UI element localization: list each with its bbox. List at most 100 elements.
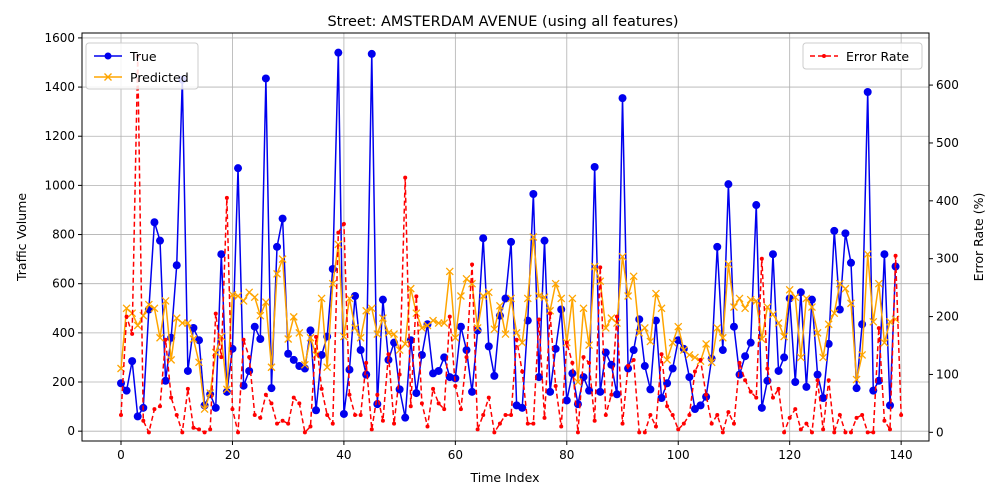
- point-error-rate: [520, 369, 525, 374]
- point-true: [640, 362, 649, 371]
- point-true: [367, 49, 376, 58]
- point-error-rate: [364, 360, 369, 365]
- point-predicted: [390, 330, 399, 339]
- point-error-rate: [414, 294, 419, 299]
- point-predicted: [691, 353, 699, 362]
- y-tick-label: 0: [67, 424, 75, 438]
- point-predicted: [239, 296, 248, 305]
- point-error-rate: [564, 340, 569, 345]
- point-true: [412, 389, 421, 398]
- point-predicted: [830, 309, 839, 318]
- point-error-rate: [230, 407, 235, 412]
- point-true: [245, 366, 254, 375]
- point-error-rate: [419, 401, 424, 406]
- point-predicted: [640, 323, 649, 332]
- point-error-rate: [876, 326, 881, 331]
- point-error-rate: [442, 407, 447, 412]
- point-error-rate: [163, 337, 168, 342]
- legend-label-predicted: Predicted: [130, 70, 189, 85]
- point-predicted: [356, 333, 365, 342]
- point-predicted: [200, 405, 209, 414]
- point-error-rate: [860, 412, 865, 417]
- point-true: [128, 357, 137, 366]
- point-error-rate: [185, 386, 190, 391]
- point-predicted: [507, 294, 516, 303]
- point-true: [211, 403, 220, 412]
- point-error-rate: [587, 360, 592, 365]
- point-predicted: [167, 355, 176, 364]
- point-error-rate: [319, 386, 324, 391]
- point-predicted: [351, 323, 360, 332]
- point-error-rate: [403, 175, 408, 180]
- point-predicted: [261, 298, 270, 307]
- point-error-rate: [748, 389, 753, 394]
- point-predicted: [590, 262, 599, 271]
- point-true: [590, 162, 599, 171]
- point-true: [267, 384, 276, 393]
- point-predicted: [802, 294, 811, 303]
- point-predicted: [629, 272, 638, 281]
- point-true: [161, 376, 170, 385]
- point-error-rate: [626, 363, 631, 368]
- point-predicted: [774, 319, 783, 327]
- x-tick-label: 100: [667, 448, 690, 462]
- point-error-rate: [241, 337, 246, 342]
- point-true: [133, 412, 142, 421]
- point-error-rate: [871, 430, 876, 435]
- point-true: [273, 242, 282, 251]
- point-predicted: [490, 325, 499, 334]
- y2-tick-label: 200: [936, 310, 959, 324]
- point-error-rate: [592, 418, 597, 423]
- point-error-rate: [380, 418, 385, 423]
- point-error-rate: [854, 415, 859, 420]
- point-true: [668, 364, 677, 373]
- point-predicted: [451, 333, 460, 342]
- point-error-rate: [481, 412, 486, 417]
- point-true: [373, 400, 382, 409]
- point-error-rate: [832, 430, 837, 435]
- point-true: [479, 234, 488, 243]
- point-true: [774, 366, 783, 375]
- point-true: [635, 315, 644, 324]
- point-error-rate: [692, 369, 697, 374]
- point-true: [289, 355, 298, 364]
- point-true: [696, 401, 705, 410]
- point-true: [284, 349, 293, 358]
- point-true: [551, 344, 560, 353]
- point-error-rate: [119, 412, 124, 417]
- point-predicted: [484, 288, 493, 297]
- point-predicted: [161, 296, 170, 305]
- point-true: [234, 164, 243, 173]
- point-error-rate: [620, 421, 625, 426]
- point-error-rate: [269, 401, 274, 406]
- point-predicted: [702, 339, 711, 348]
- point-true: [351, 291, 360, 300]
- point-true: [546, 387, 555, 396]
- point-error-rate: [553, 384, 558, 389]
- point-error-rate: [169, 395, 174, 400]
- point-error-rate: [865, 430, 870, 435]
- point-true: [540, 236, 549, 245]
- point-predicted: [841, 284, 850, 293]
- point-error-rate: [336, 230, 341, 235]
- point-true: [434, 366, 443, 375]
- point-error-rate: [392, 421, 397, 426]
- point-error-rate: [286, 421, 291, 426]
- y-axis-label: Traffic Volume: [14, 193, 29, 282]
- y2-axis-label: Error Rate (%): [971, 193, 986, 282]
- point-error-rate: [224, 195, 229, 200]
- point-predicted: [847, 299, 855, 308]
- point-error-rate: [659, 352, 664, 357]
- series-line-error-rate: [120, 56, 902, 435]
- point-predicted: [730, 303, 738, 312]
- point-error-rate: [158, 404, 163, 409]
- point-true: [858, 320, 867, 329]
- point-true: [646, 385, 655, 394]
- point-error-rate: [637, 430, 642, 435]
- point-true: [846, 258, 855, 267]
- point-error-rate: [648, 412, 653, 417]
- point-true: [791, 378, 800, 387]
- point-error-rate: [464, 355, 469, 360]
- point-true: [150, 218, 159, 227]
- point-true: [651, 316, 660, 325]
